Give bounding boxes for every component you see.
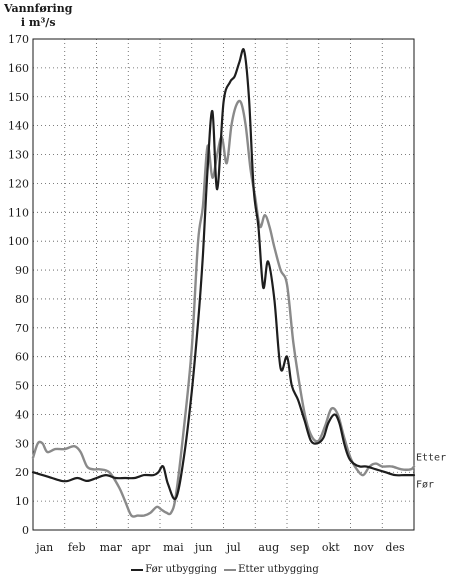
y-tick-label: 30 — [15, 437, 29, 450]
x-tick-label: sep — [290, 541, 309, 554]
y-axis-ticks: 0 10 20 30 40 50 60 70 80 90 100 110 120 130 140 150 160… — [8, 33, 29, 537]
end-label-for: Før — [416, 479, 434, 490]
legend-item-etter: Etter utbygging — [224, 564, 319, 575]
legend-item-for: Før utbygging — [131, 564, 217, 575]
y-tick-label: 150 — [8, 91, 29, 104]
x-tick-label: aug — [258, 541, 279, 554]
x-tick-label: jan — [34, 541, 53, 554]
x-tick-label: okt — [322, 541, 340, 554]
plot-frame — [32, 38, 415, 531]
legend-label-for: Før utbygging — [145, 564, 217, 575]
legend: Før utbygging Etter utbygging — [0, 564, 450, 575]
y-axis-title-line1: Vannføring — [4, 2, 73, 15]
y-tick-label: 20 — [15, 466, 29, 479]
x-tick-label: nov — [354, 541, 375, 554]
x-tick-label: des — [385, 541, 405, 554]
y-tick-label: 100 — [8, 235, 29, 248]
x-tick-label: jun — [193, 541, 213, 554]
y-tick-label: 120 — [8, 177, 29, 190]
series-line-for — [31, 48, 416, 501]
y-tick-label: 50 — [15, 380, 29, 393]
y-tick-label: 140 — [8, 120, 29, 133]
legend-label-etter: Etter utbygging — [238, 564, 319, 575]
x-tick-label: mar — [100, 541, 123, 554]
y-tick-label: 70 — [15, 322, 29, 335]
y-tick-label: 10 — [15, 495, 29, 508]
end-label-etter: Etter — [416, 452, 446, 463]
y-axis-title-line2: i m³/s — [20, 16, 56, 29]
x-tick-label: jul — [225, 541, 241, 554]
y-tick-label: 130 — [8, 149, 29, 162]
x-tick-label: mai — [163, 541, 184, 554]
y-axis-title: Vannføring i m³/s — [4, 2, 72, 30]
legend-swatch-etter — [224, 568, 237, 571]
end-labels: Før Etter — [416, 452, 446, 490]
series-lines — [31, 48, 416, 518]
y-tick-label: 110 — [8, 206, 29, 219]
y-tick-label: 60 — [15, 351, 29, 364]
x-tick-label: feb — [68, 541, 86, 554]
y-tick-label: 170 — [8, 33, 29, 46]
legend-swatch-for — [131, 568, 144, 571]
y-tick-label: 0 — [22, 524, 29, 537]
x-tick-label: apr — [131, 541, 151, 554]
y-tick-label: 40 — [15, 408, 29, 421]
x-axis-ticks: jan feb mar apr mai jun jul aug sep okt nov des — [34, 541, 405, 554]
y-tick-label: 160 — [8, 62, 29, 75]
y-tick-label: 90 — [15, 264, 29, 277]
y-tick-label: 80 — [15, 293, 29, 306]
